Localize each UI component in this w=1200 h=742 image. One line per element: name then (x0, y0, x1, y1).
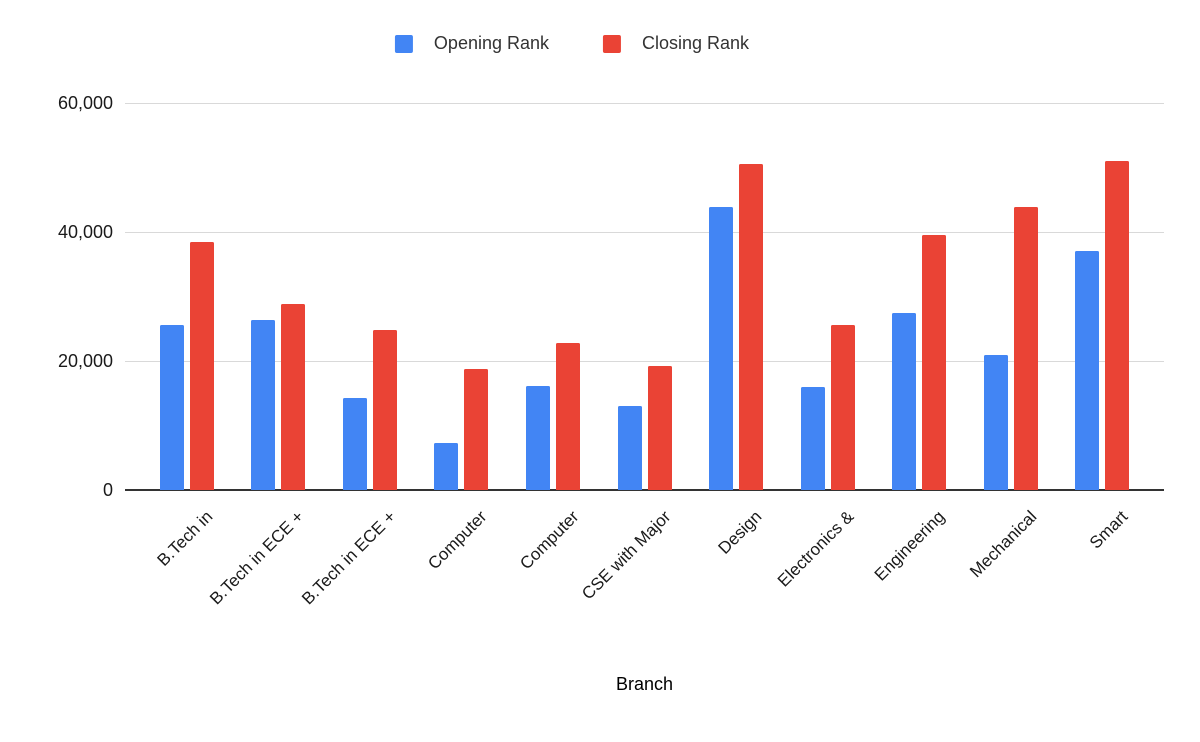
legend-item-closing-rank: Closing Rank (603, 33, 749, 54)
bar-closing-rank (555, 342, 580, 490)
legend-label-opening-rank: Opening Rank (433, 33, 550, 53)
y-tick-label: 60,000 (57, 93, 113, 113)
bar-opening-rank (709, 206, 734, 490)
y-tick-label: 0 (102, 480, 113, 500)
y-tick-label: 20,000 (57, 351, 113, 371)
gridline-40,000 (125, 232, 1164, 233)
bar-closing-rank (281, 304, 306, 490)
bar-opening-rank (525, 386, 550, 490)
gridline-60,000 (125, 103, 1164, 104)
bar-opening-rank (1075, 250, 1100, 490)
legend-label-closing-rank: Closing Rank (642, 33, 750, 53)
bar-opening-rank (434, 442, 459, 490)
bar-opening-rank (159, 324, 184, 490)
bar-closing-rank (739, 163, 764, 490)
legend-swatch-closing-rank-icon (603, 34, 622, 53)
bar-closing-rank (372, 330, 397, 490)
bar-opening-rank (983, 354, 1008, 490)
bar-closing-rank (1013, 206, 1038, 490)
bar-opening-rank (342, 397, 367, 490)
x-axis-line (125, 489, 1164, 491)
bar-closing-rank (189, 242, 214, 490)
legend-item-opening-rank: Opening Rank (394, 33, 550, 54)
chart-legend: Opening Rank Closing Rank (394, 33, 749, 54)
bar-closing-rank (647, 366, 672, 490)
bar-closing-rank (464, 369, 489, 490)
bar-opening-rank (800, 386, 825, 490)
bar-opening-rank (251, 319, 276, 490)
bar-closing-rank (922, 234, 947, 490)
x-axis-title: Branch (615, 674, 674, 694)
bar-opening-rank (892, 312, 917, 490)
legend-swatch-opening-rank-icon (394, 34, 413, 53)
bar-closing-rank (1105, 161, 1130, 490)
gridline-20,000 (125, 361, 1164, 362)
y-tick-label: 40,000 (57, 222, 113, 242)
bar-opening-rank (617, 406, 642, 490)
bar-closing-rank (830, 324, 855, 490)
